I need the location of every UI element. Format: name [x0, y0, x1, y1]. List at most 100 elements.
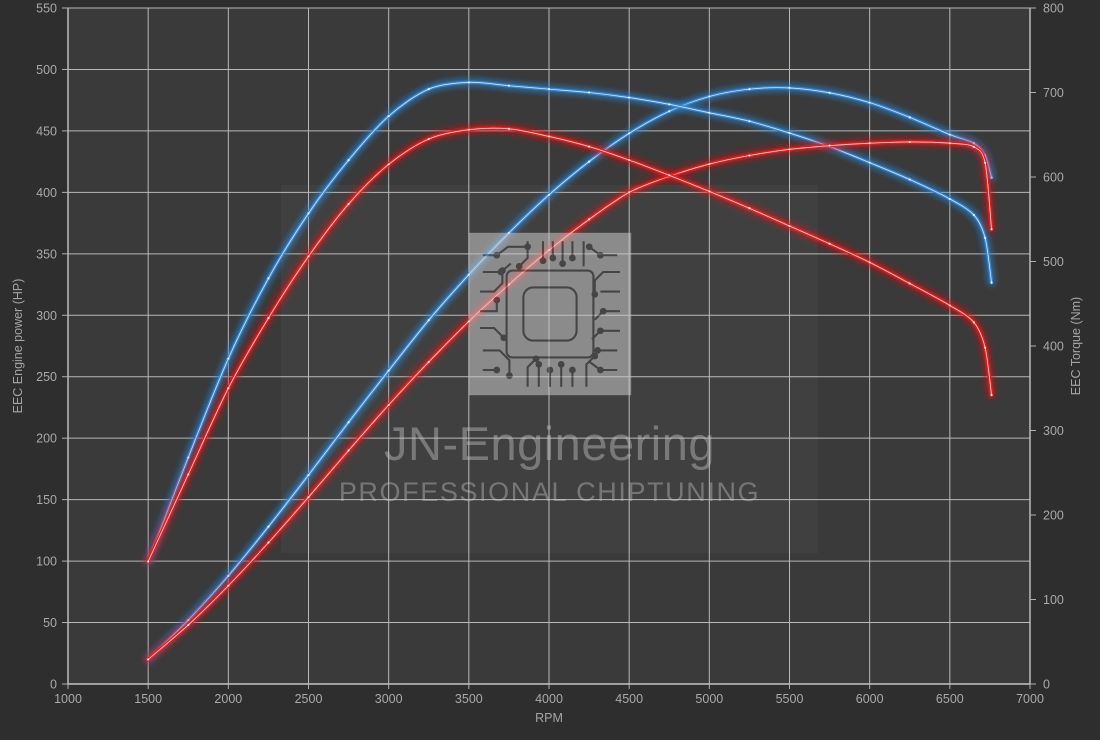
series-curve [144, 138, 996, 663]
series-data-point [587, 91, 591, 94]
series-data-point [972, 213, 975, 217]
series-data-point [227, 357, 230, 360]
x-axis-tick-label: 2500 [295, 692, 323, 706]
series-data-point [267, 317, 270, 320]
series-data-point [387, 403, 390, 407]
y-axis-tick-label-right: 600 [1043, 171, 1064, 185]
x-axis-tick-label: 2000 [214, 692, 242, 706]
series-data-point [347, 449, 350, 452]
x-axis-tick-label: 7000 [1016, 692, 1044, 706]
series-data-point [828, 242, 831, 245]
series-data-point [187, 473, 190, 476]
y-axis-tick-label-left: 250 [36, 370, 57, 384]
series-data-point [307, 255, 310, 258]
series-data-point [507, 84, 511, 87]
x-axis-title: RPM [535, 711, 563, 725]
series-data-point [547, 249, 551, 252]
series-data-point [227, 574, 230, 577]
y-axis-tick-label-left: 100 [36, 555, 57, 569]
series-data-point [908, 116, 911, 119]
series-data-point [547, 193, 551, 196]
x-axis-tick-label: 3500 [455, 692, 483, 706]
series-data-point [748, 120, 751, 123]
x-axis-tick-label: 4000 [535, 692, 563, 706]
series-data-point [748, 207, 751, 210]
x-axis-tick-label: 3000 [375, 692, 403, 706]
series-data-point [427, 319, 430, 322]
series-data-point [990, 281, 993, 284]
series-data-point [427, 360, 430, 364]
series-data-point [708, 190, 711, 193]
series-data-point [147, 560, 150, 563]
y-axis-tick-label-right: 800 [1043, 2, 1064, 16]
series-data-point [984, 161, 987, 164]
series-data-point [347, 159, 350, 162]
x-axis-tick-label: 5000 [695, 692, 723, 706]
series-data-point [788, 131, 791, 135]
y-axis-title-right: EEC Torque (Nm) [1069, 297, 1083, 395]
series-data-point [347, 421, 350, 424]
x-axis-tick-label: 5500 [776, 692, 804, 706]
series-data-point [708, 95, 711, 98]
y-axis-tick-label-left: 300 [36, 309, 57, 323]
series-data-point [467, 273, 470, 276]
data-series-curves [144, 78, 996, 663]
series-data-point [668, 103, 671, 106]
series-data-point [547, 88, 551, 91]
series-data-point [948, 133, 951, 136]
series-data-point [227, 387, 230, 390]
series-data-point [187, 456, 190, 459]
y-axis-tick-label-right: 700 [1043, 86, 1064, 100]
series-data-point [387, 115, 390, 118]
series-data-point [587, 145, 591, 148]
series-data-point [347, 202, 350, 206]
x-axis-tick-label: 1000 [54, 692, 82, 706]
series-data-point [628, 159, 631, 162]
series-data-point [467, 128, 470, 131]
series-data-point [467, 81, 470, 84]
y-axis-tick-label-left: 0 [50, 678, 57, 692]
series-data-point [828, 91, 831, 94]
series-curve [144, 124, 996, 565]
series-data-point [587, 160, 591, 163]
y-axis-tick-label-right: 200 [1043, 509, 1064, 523]
series-data-point [187, 623, 190, 627]
series-data-point [547, 135, 551, 138]
y-axis-tick-label-left: 200 [36, 432, 57, 446]
series-data-point [307, 212, 310, 215]
series-data-point [628, 96, 631, 99]
y-axis-tick-label-right: 100 [1043, 593, 1064, 607]
axis-tick-labels: 0501001502002503003504004505005500100200… [36, 2, 1064, 707]
series-data-point [708, 111, 711, 114]
y-axis-tick-label-right: 300 [1043, 424, 1064, 438]
series-data-point [788, 86, 791, 89]
series-data-point [868, 142, 871, 145]
series-data-point [507, 127, 511, 130]
series-data-point [668, 110, 671, 113]
y-axis-tick-label-right: 500 [1043, 255, 1064, 269]
y-axis-tick-label-left: 150 [36, 493, 57, 507]
series-data-point [972, 321, 975, 324]
y-axis-tick-label-left: 550 [36, 2, 57, 16]
series-data-point [868, 161, 871, 164]
x-axis-tick-label: 4500 [615, 692, 643, 706]
x-axis-tick-label: 1500 [134, 692, 162, 706]
series-curve [144, 84, 996, 663]
series-data-point [748, 154, 751, 157]
y-axis-tick-label-left: 50 [43, 616, 57, 630]
x-axis-tick-label: 6000 [856, 692, 884, 706]
series-data-point [628, 191, 631, 194]
series-data-point [668, 174, 671, 177]
series-data-point [708, 162, 711, 166]
series-data-point [307, 496, 310, 499]
series-data-point [828, 144, 831, 147]
series-data-point [908, 178, 911, 181]
series-data-point [387, 163, 390, 166]
series-data-point [467, 320, 470, 323]
series-data-point [788, 148, 791, 151]
series-data-point [868, 101, 871, 104]
y-axis-tick-label-right: 0 [1043, 678, 1050, 692]
series-data-point [507, 231, 511, 235]
